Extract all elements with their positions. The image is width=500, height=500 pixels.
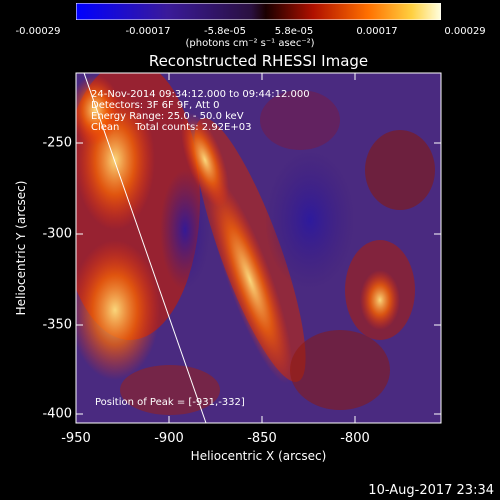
x-tick-marks <box>75 73 356 423</box>
x-tick-label: -950 <box>61 431 91 446</box>
x-tick-label: -850 <box>247 431 277 446</box>
x-tick-label: -900 <box>154 431 184 446</box>
colorbar-tick: 5.8e-05 <box>274 26 314 37</box>
annotation-detectors: Detectors: 3F 6F 9F, Att 0 <box>91 100 220 111</box>
annotation-energy-range: Energy Range: 25.0 - 50.0 keV <box>91 111 244 122</box>
limb-line <box>83 73 207 423</box>
x-tick-label: -800 <box>340 431 370 446</box>
colorbar-tick: 0.00029 <box>444 26 486 37</box>
colorbar-tick: -0.00017 <box>125 26 171 37</box>
plot-frame <box>75 72 442 424</box>
peak-position-label: Position of Peak = [-931,-332] <box>95 397 245 408</box>
y-tick-marks <box>76 142 441 415</box>
colorbar-tick: 0.00017 <box>356 26 398 37</box>
colorbar-gradient <box>76 3 441 20</box>
x-axis-label: Heliocentric X (arcsec) <box>190 449 327 463</box>
colorbar-units: (photons cm⁻² s⁻¹ asec⁻²) <box>185 38 315 49</box>
annotation-counts: Clean Total counts: 2.92E+03 <box>91 122 252 133</box>
image-texture <box>76 73 435 415</box>
footer-timestamp: 10-Aug-2017 23:34 <box>368 483 494 498</box>
plot-title: Reconstructed RHESSI Image <box>148 52 369 70</box>
y-tick-label: -300 <box>42 226 72 242</box>
colorbar-tick: -5.8e-05 <box>204 26 246 37</box>
colorbar-tick: -0.00029 <box>15 26 61 37</box>
y-tick-label: -400 <box>42 406 72 422</box>
y-axis-label: Heliocentric Y (arcsec) <box>14 180 28 316</box>
annotation-time-range: 24-Nov-2014 09:34:12.000 to 09:44:12.000 <box>91 89 310 100</box>
y-tick-label: -350 <box>42 317 72 333</box>
y-tick-label: -250 <box>42 135 72 151</box>
